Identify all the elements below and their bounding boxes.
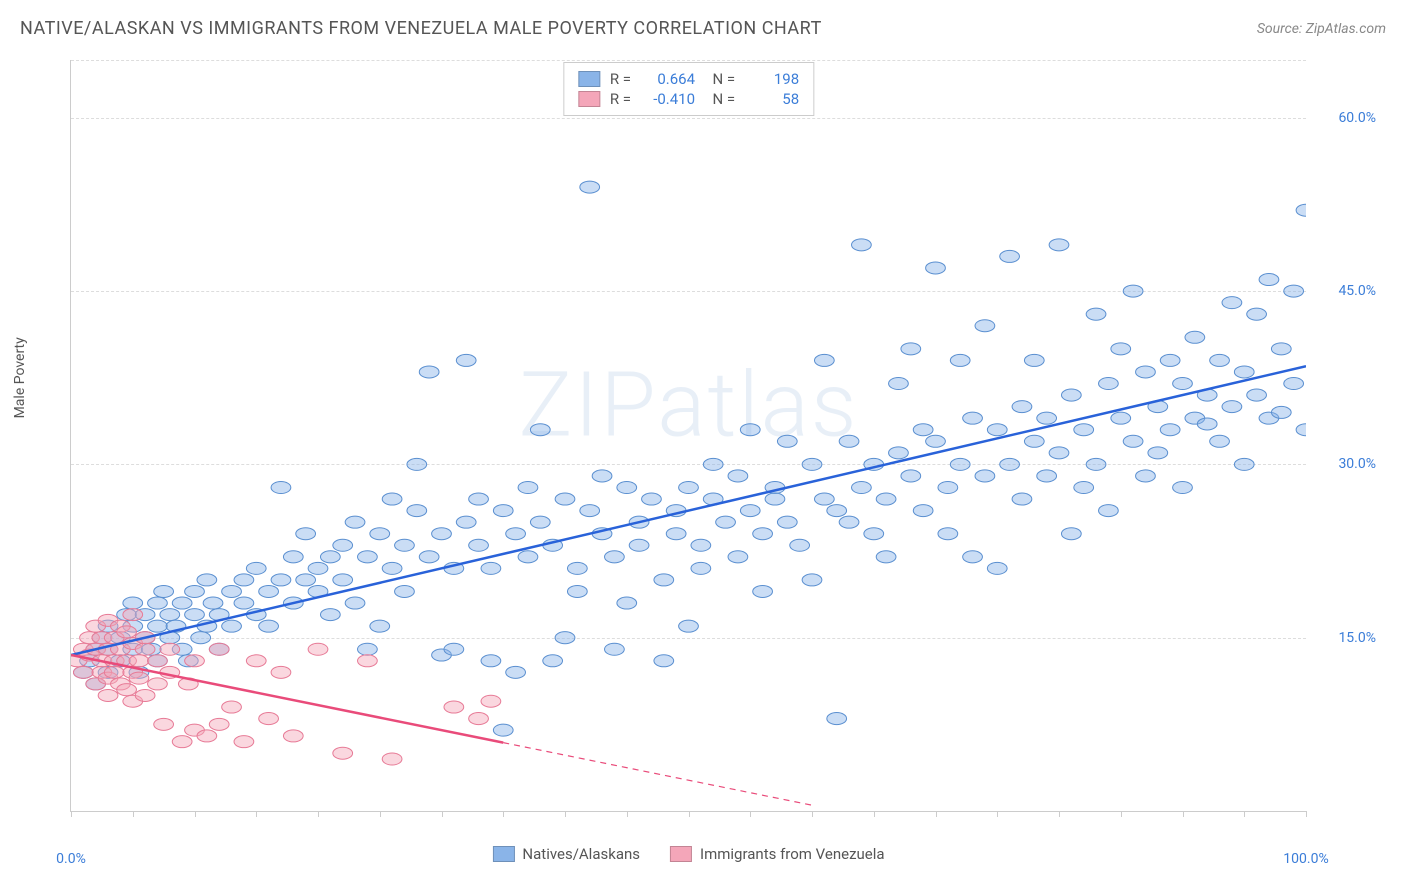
x-tick: [195, 811, 196, 817]
stats-legend-box: R = 0.664 N = 198 R = -0.410 N = 58: [563, 62, 814, 116]
stats-row-series2: R = -0.410 N = 58: [578, 89, 799, 109]
x-tick: [71, 811, 72, 817]
x-tick: [1059, 811, 1060, 817]
y-tick-label: 60.0%: [1316, 110, 1376, 126]
x-tick: [1306, 811, 1307, 817]
legend-label-series2: Immigrants from Venezuela: [700, 845, 885, 863]
scatter-svg: [71, 60, 1306, 811]
source-attribution: Source: ZipAtlas.com: [1257, 21, 1386, 37]
x-tick: [380, 811, 381, 817]
x-tick-label: 0.0%: [56, 851, 86, 867]
n-value-series1: 198: [745, 70, 799, 88]
x-tick: [256, 811, 257, 817]
legend-item-series2: Immigrants from Venezuela: [670, 845, 885, 863]
x-tick: [689, 811, 690, 817]
x-tick: [565, 811, 566, 817]
x-tick: [503, 811, 504, 817]
y-tick-label: 15.0%: [1316, 630, 1376, 646]
legend-swatch-series1: [492, 846, 514, 862]
x-tick: [1121, 811, 1122, 817]
x-tick: [1183, 811, 1184, 817]
x-tick: [627, 811, 628, 817]
x-tick: [997, 811, 998, 817]
r-value-series1: 0.664: [641, 70, 695, 88]
y-axis-label: Male Poverty: [12, 337, 28, 418]
legend-item-series1: Natives/Alaskans: [492, 845, 640, 863]
swatch-series2: [578, 91, 600, 107]
legend-label-series1: Natives/Alaskans: [522, 845, 640, 863]
legend-swatch-series2: [670, 846, 692, 862]
x-tick: [874, 811, 875, 817]
x-tick: [1244, 811, 1245, 817]
y-tick-label: 30.0%: [1316, 456, 1376, 472]
x-tick: [812, 811, 813, 817]
x-tick: [442, 811, 443, 817]
x-tick: [133, 811, 134, 817]
stats-row-series1: R = 0.664 N = 198: [578, 69, 799, 89]
x-tick-label: 100.0%: [1283, 851, 1328, 867]
n-value-series2: 58: [745, 90, 799, 108]
bottom-legend: Natives/Alaskans Immigrants from Venezue…: [492, 845, 884, 863]
x-tick: [750, 811, 751, 817]
swatch-series1: [578, 71, 600, 87]
x-tick: [318, 811, 319, 817]
plot-area: ZIPatlas R = 0.664 N = 198 R = -0.410 N …: [70, 60, 1306, 812]
chart-container: Male Poverty ZIPatlas R = 0.664 N = 198 …: [50, 60, 1396, 842]
y-tick-label: 45.0%: [1316, 283, 1376, 299]
x-tick: [936, 811, 937, 817]
chart-title: NATIVE/ALASKAN VS IMMIGRANTS FROM VENEZU…: [20, 18, 822, 39]
r-value-series2: -0.410: [641, 90, 695, 108]
